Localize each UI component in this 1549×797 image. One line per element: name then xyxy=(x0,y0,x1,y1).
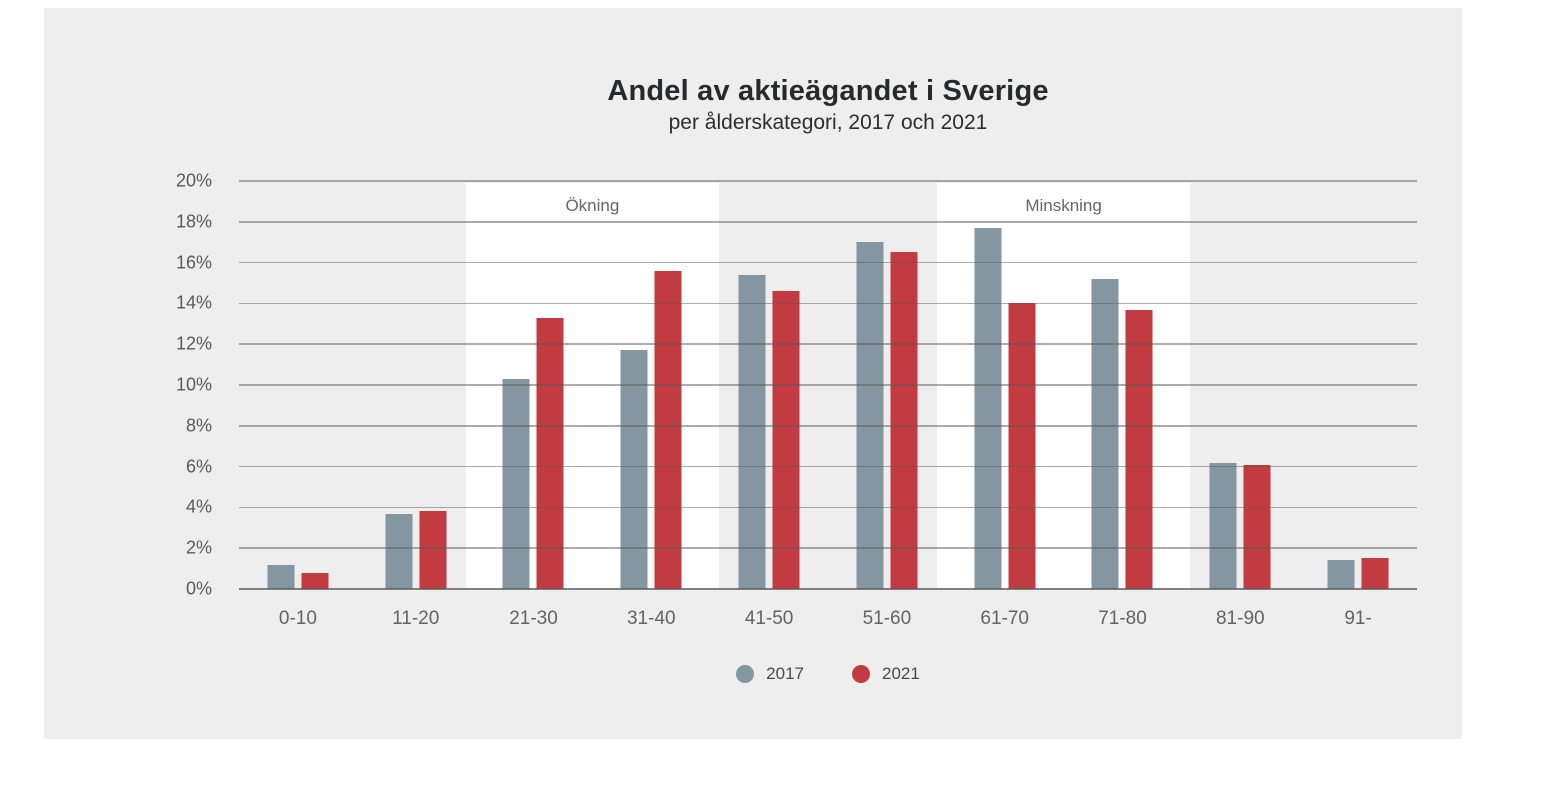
x-axis-label-0-10: 0-10 xyxy=(278,608,317,629)
bar-2017-11-20 xyxy=(385,513,413,589)
bar-2021-11-20 xyxy=(419,511,447,589)
legend-item-2021: 2021 xyxy=(852,664,920,684)
x-axis-label-51-60: 51-60 xyxy=(862,608,912,629)
plot-area: Ökning Minskning xyxy=(239,180,1417,590)
bar-pair xyxy=(620,270,682,589)
y-tick-label: 20% xyxy=(175,170,212,191)
y-tick-label: 16% xyxy=(175,252,212,273)
bar-2017-41-50 xyxy=(738,274,766,589)
y-tick-label: 18% xyxy=(175,211,212,232)
band-label: Ökning xyxy=(565,196,620,215)
bar-2017-51-60 xyxy=(856,242,884,589)
x-axis: 0-10 11-20 21-30 31-40 41-50 51-60 61-70 71-80 8… xyxy=(239,608,1417,634)
bar-2021-81-90 xyxy=(1243,464,1271,589)
bar-pair xyxy=(385,511,447,589)
y-tick-label: 8% xyxy=(185,415,212,436)
y-tick-label: 12% xyxy=(175,333,212,354)
bar-group-61-70 xyxy=(946,181,1064,589)
band-label: Minskning xyxy=(1025,196,1102,215)
y-axis: 0% 2% 4% 6% 8% 10% 12% 14% 16% 18% 20% xyxy=(124,171,212,599)
bar-2021-91- xyxy=(1361,558,1389,589)
x-axis-label-31-40: 31-40 xyxy=(626,608,676,629)
bar-group-0-10 xyxy=(239,181,357,589)
x-axis-label-81-90: 81-90 xyxy=(1215,608,1265,629)
bar-2021-51-60 xyxy=(890,252,918,589)
legend-swatch-2021 xyxy=(852,665,870,683)
bar-2017-91- xyxy=(1327,560,1355,589)
bar-2021-21-30 xyxy=(536,317,564,589)
legend: 2017 2021 xyxy=(239,662,1417,686)
x-axis-label-21-30: 21-30 xyxy=(509,608,558,629)
legend-label-2021: 2021 xyxy=(882,664,920,683)
x-axis-label-91-: 91- xyxy=(1344,608,1372,629)
chart-subtitle: per ålderskategori, 2017 och 2021 xyxy=(668,111,988,134)
legend-label-2017: 2017 xyxy=(766,664,804,683)
bar-2021-31-40 xyxy=(654,270,682,589)
y-tick-label: 0% xyxy=(185,578,212,599)
bar-2017-31-40 xyxy=(620,350,648,589)
x-axis-label-61-70: 61-70 xyxy=(980,608,1029,629)
bar-pair xyxy=(502,317,564,589)
bar-group-41-50 xyxy=(710,181,828,589)
y-tick-label: 14% xyxy=(175,292,212,313)
bar-2021-41-50 xyxy=(772,291,800,589)
bar-group-21-30 xyxy=(475,181,593,589)
bar-pair xyxy=(1209,462,1271,589)
bar-pair xyxy=(856,242,918,589)
bar-group-11-20 xyxy=(357,181,475,589)
y-tick-label: 4% xyxy=(185,496,212,517)
bars-layer xyxy=(239,181,1417,589)
bar-group-51-60 xyxy=(828,181,946,589)
bar-group-31-40 xyxy=(592,181,710,589)
bar-2017-71-80 xyxy=(1091,278,1119,589)
bar-group-81-90 xyxy=(1181,181,1299,589)
chart-card: Andel av aktieägandet i Sverige per ålde… xyxy=(44,8,1462,739)
legend-item-2017: 2017 xyxy=(736,664,804,684)
bar-2021-61-70 xyxy=(1008,303,1036,589)
chart-title: Andel av aktieägandet i Sverige xyxy=(607,75,1049,107)
bar-2021-0-10 xyxy=(301,572,329,589)
bar-2017-0-10 xyxy=(267,564,295,589)
y-tick-label: 2% xyxy=(185,537,212,558)
legend-swatch-2017 xyxy=(736,665,755,683)
bar-pair xyxy=(1327,558,1389,589)
bar-2017-21-30 xyxy=(502,378,530,589)
x-axis-label-71-80: 71-80 xyxy=(1098,608,1147,629)
bar-pair xyxy=(1091,278,1153,589)
y-tick-label: 10% xyxy=(175,374,212,395)
x-axis-label-41-50: 41-50 xyxy=(744,608,794,629)
x-axis-label-11-20: 11-20 xyxy=(392,608,440,629)
bar-pair xyxy=(974,227,1036,589)
bar-2021-71-80 xyxy=(1125,309,1153,589)
bar-pair xyxy=(267,564,329,589)
bar-pair xyxy=(738,274,800,589)
bar-2017-81-90 xyxy=(1209,462,1237,589)
bar-group-71-80 xyxy=(1064,181,1182,589)
y-tick-label: 6% xyxy=(185,456,212,477)
bar-group-91- xyxy=(1299,181,1417,589)
bar-2017-61-70 xyxy=(974,227,1002,589)
